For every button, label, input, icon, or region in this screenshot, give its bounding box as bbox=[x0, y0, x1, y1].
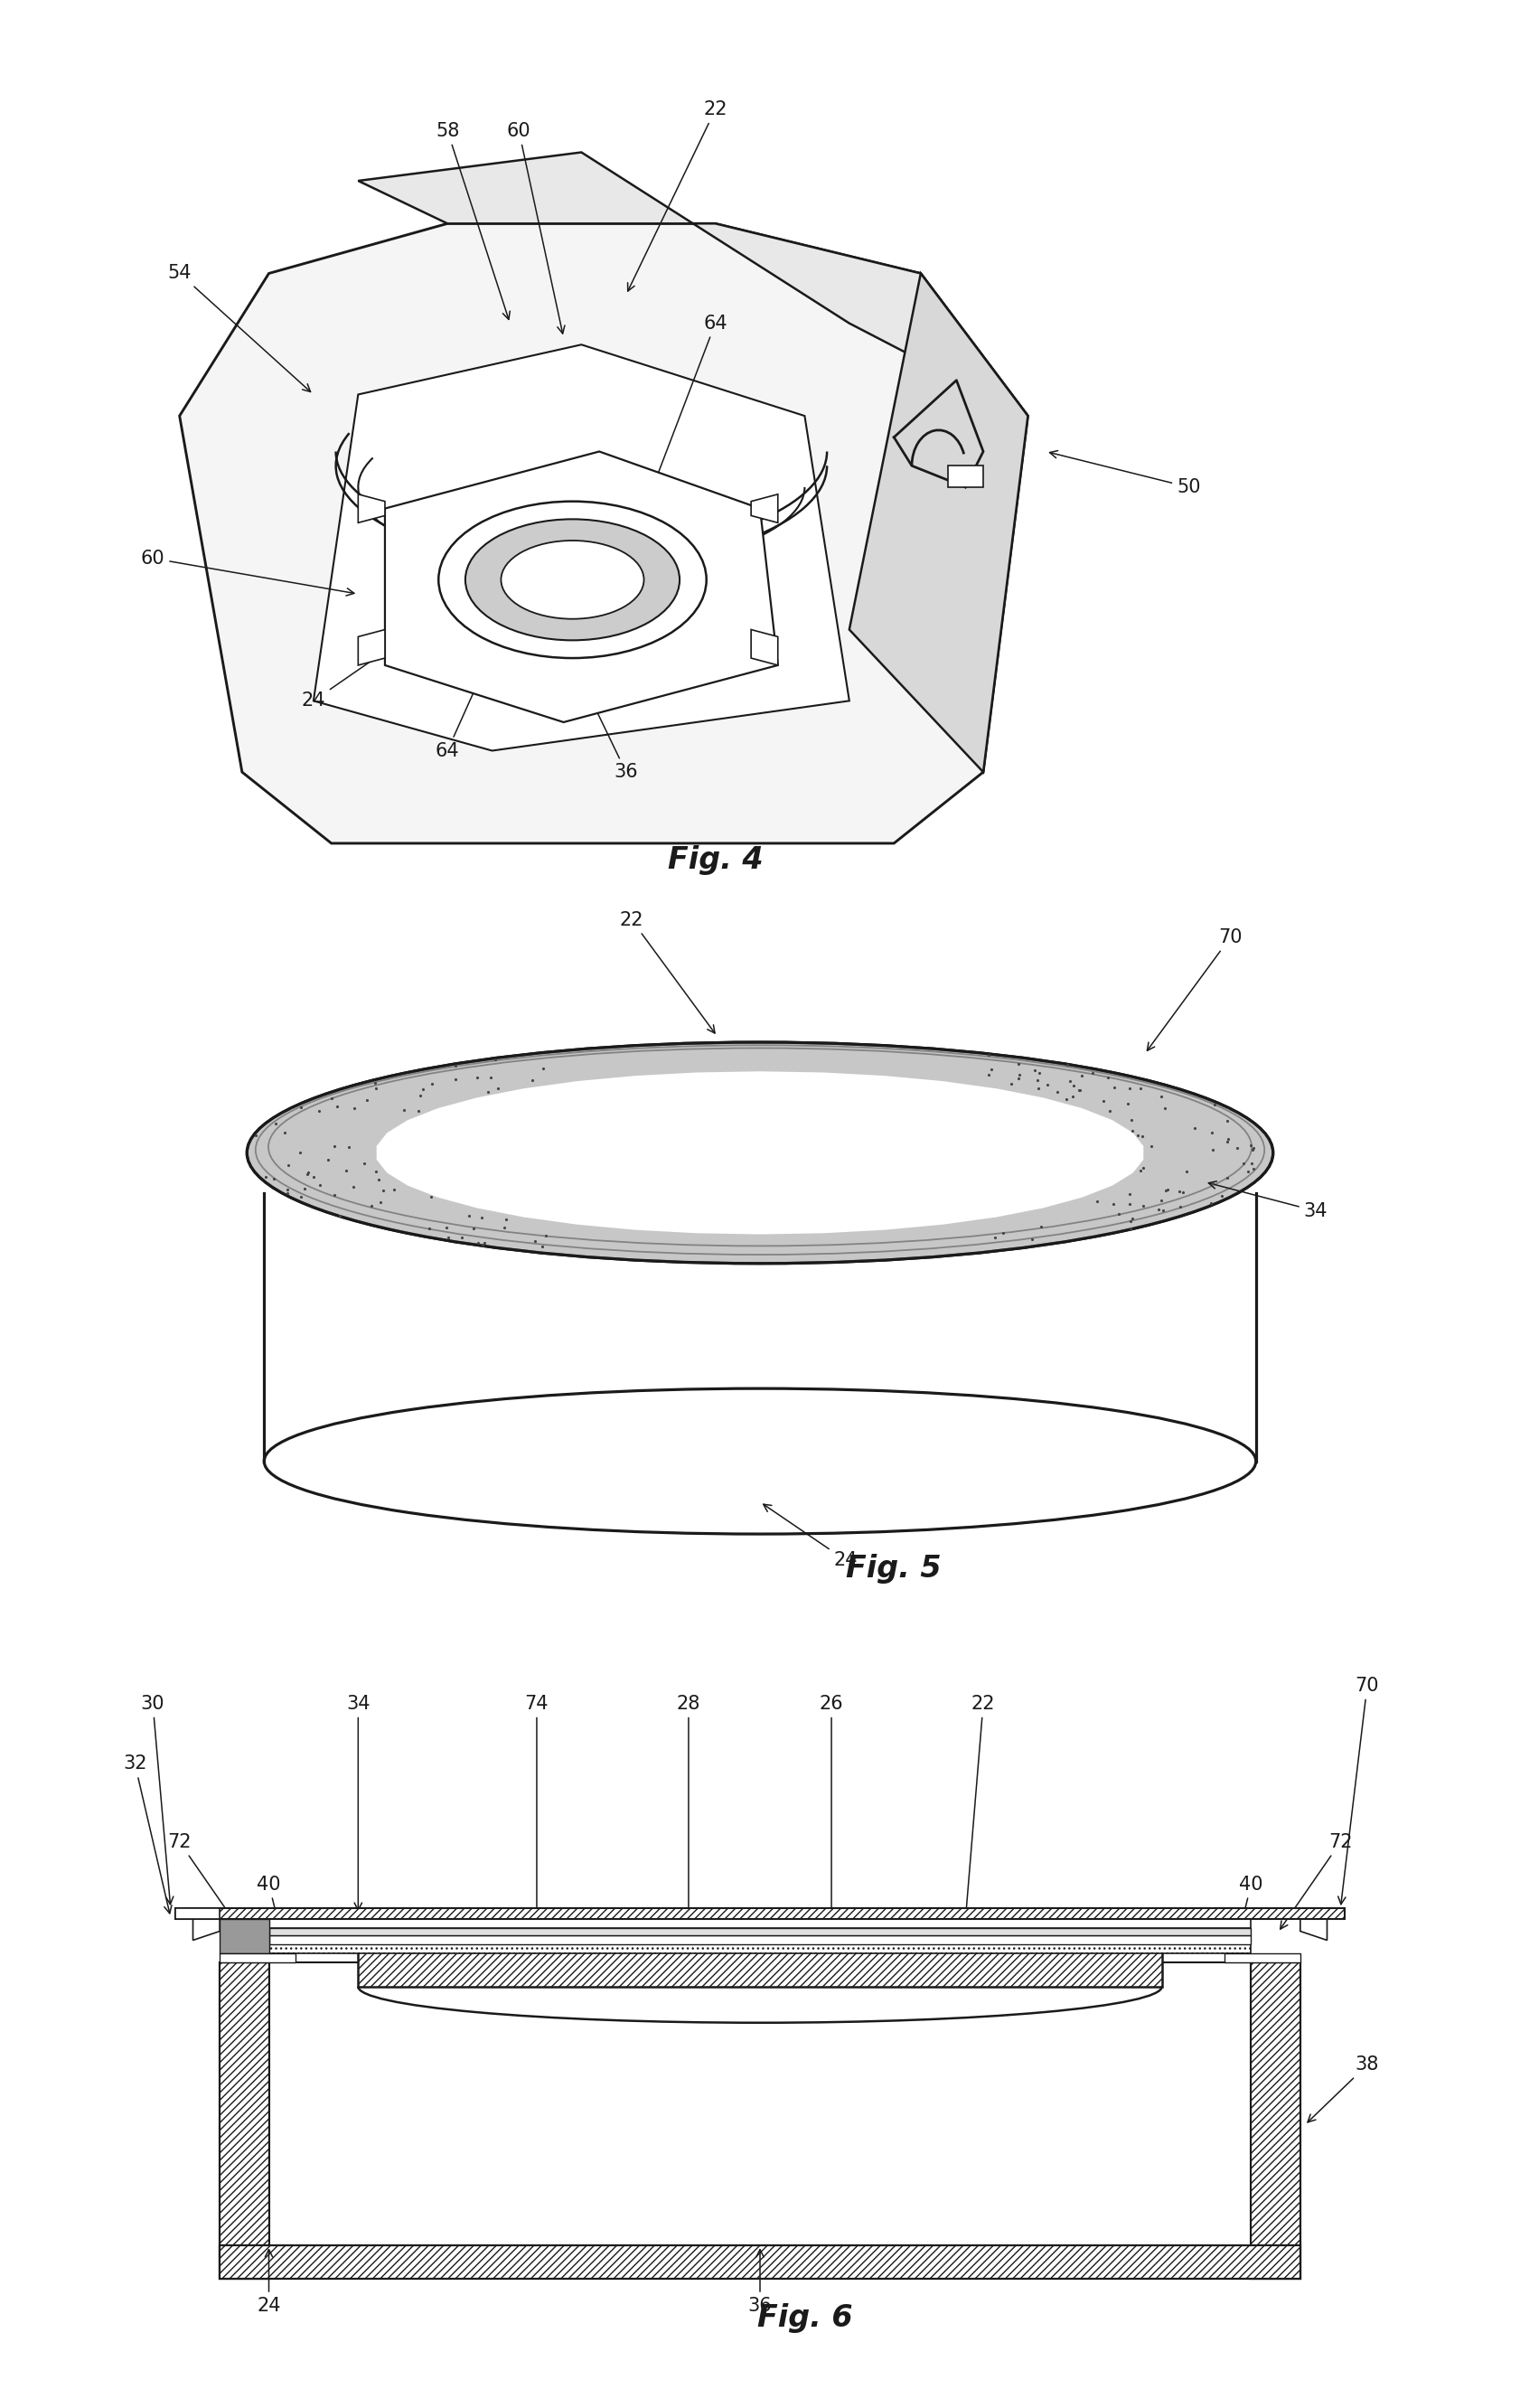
Polygon shape bbox=[248, 1043, 760, 1264]
Ellipse shape bbox=[264, 1389, 1256, 1534]
Polygon shape bbox=[193, 1919, 220, 1941]
Polygon shape bbox=[179, 224, 1028, 843]
Text: 60: 60 bbox=[506, 123, 565, 335]
Text: 22: 22 bbox=[628, 101, 728, 291]
Text: 34: 34 bbox=[347, 1695, 371, 1910]
Text: 70: 70 bbox=[1148, 929, 1242, 1050]
Polygon shape bbox=[175, 1907, 220, 1919]
Text: 24: 24 bbox=[301, 612, 444, 710]
Text: 36: 36 bbox=[584, 684, 638, 780]
Text: 22: 22 bbox=[962, 1695, 996, 1917]
Polygon shape bbox=[1251, 1963, 1300, 2278]
Polygon shape bbox=[269, 1936, 1251, 1946]
Text: 54: 54 bbox=[167, 265, 310, 393]
Text: 64: 64 bbox=[654, 313, 728, 484]
Text: 58: 58 bbox=[436, 123, 509, 320]
Polygon shape bbox=[269, 1963, 1251, 2244]
Polygon shape bbox=[1300, 1919, 1327, 1941]
Polygon shape bbox=[175, 1907, 1345, 1919]
Text: 32: 32 bbox=[123, 1755, 172, 1914]
Polygon shape bbox=[751, 494, 778, 523]
Text: 24: 24 bbox=[257, 2249, 281, 2314]
Polygon shape bbox=[220, 1953, 295, 1963]
Polygon shape bbox=[269, 1946, 1251, 1953]
Text: 40: 40 bbox=[257, 1876, 287, 1953]
Text: 30: 30 bbox=[141, 1695, 173, 1905]
Polygon shape bbox=[359, 494, 385, 523]
Polygon shape bbox=[313, 344, 850, 751]
Ellipse shape bbox=[246, 1043, 1274, 1264]
Ellipse shape bbox=[438, 501, 707, 657]
Ellipse shape bbox=[502, 539, 644, 619]
Ellipse shape bbox=[465, 520, 679, 641]
Text: 74: 74 bbox=[524, 1695, 549, 1919]
Text: 72: 72 bbox=[1280, 1832, 1353, 1929]
Polygon shape bbox=[850, 275, 1028, 773]
Text: Fig. 4: Fig. 4 bbox=[667, 845, 763, 877]
Text: 34: 34 bbox=[1208, 1182, 1328, 1221]
Polygon shape bbox=[269, 1926, 1251, 1936]
Polygon shape bbox=[359, 1950, 1161, 1987]
Polygon shape bbox=[269, 1919, 1251, 1926]
Text: 60: 60 bbox=[141, 549, 354, 595]
Text: Fig. 5: Fig. 5 bbox=[845, 1553, 941, 1584]
Polygon shape bbox=[220, 1919, 269, 1953]
Polygon shape bbox=[220, 2244, 1300, 2278]
Text: 38: 38 bbox=[1307, 2056, 1379, 2121]
Polygon shape bbox=[947, 465, 983, 486]
Polygon shape bbox=[1224, 1953, 1300, 1963]
Text: 26: 26 bbox=[819, 1695, 844, 1922]
Text: 36: 36 bbox=[748, 2249, 772, 2314]
Text: 70: 70 bbox=[1338, 1676, 1379, 1905]
Polygon shape bbox=[359, 152, 1028, 417]
Polygon shape bbox=[359, 628, 385, 665]
Polygon shape bbox=[220, 1963, 269, 2278]
Text: 24: 24 bbox=[763, 1505, 857, 1570]
Text: 28: 28 bbox=[676, 1695, 701, 1929]
Polygon shape bbox=[385, 453, 778, 722]
Text: 72: 72 bbox=[167, 1832, 240, 1929]
Text: 64: 64 bbox=[435, 655, 491, 761]
Text: 22: 22 bbox=[620, 910, 714, 1033]
Polygon shape bbox=[760, 1043, 1272, 1264]
Text: 50: 50 bbox=[1050, 450, 1201, 496]
Text: 40: 40 bbox=[1233, 1876, 1263, 1953]
Polygon shape bbox=[751, 628, 778, 665]
Text: Fig. 6: Fig. 6 bbox=[757, 2302, 853, 2333]
